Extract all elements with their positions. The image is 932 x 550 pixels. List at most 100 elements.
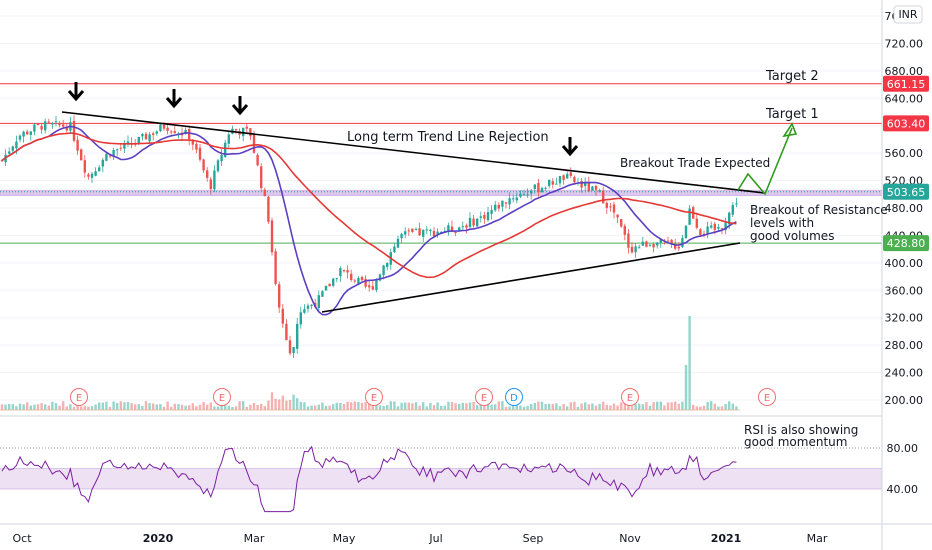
down-arrow-head (561, 145, 579, 157)
volume-bar (130, 403, 133, 410)
volume-bar (54, 403, 58, 410)
volume-bar (342, 403, 346, 410)
candle-body (540, 188, 544, 193)
candle-body (584, 182, 587, 187)
candle-body (724, 222, 727, 231)
volume-bar (94, 404, 97, 410)
candle-body (483, 214, 486, 219)
volume-bar (249, 404, 252, 410)
candle-body (112, 150, 115, 157)
volume-bar (220, 403, 223, 410)
target1-label: Target 1 (765, 107, 819, 122)
candle-body (504, 202, 508, 204)
candle-body (324, 285, 328, 291)
volume-bar (234, 406, 238, 410)
volume-bar (101, 402, 104, 410)
volume-bar (515, 405, 518, 410)
candle-body (346, 270, 349, 273)
candle-body (717, 226, 720, 229)
price-badge (883, 75, 929, 92)
candle-body (371, 286, 374, 290)
volume-bar (508, 406, 511, 410)
candle-body (648, 244, 652, 246)
volume-bar (688, 316, 691, 410)
candle-body (108, 155, 112, 157)
volume-bar (641, 404, 644, 410)
volume-bar (544, 403, 547, 410)
rsi-line (1, 445, 737, 513)
volume-bar (612, 403, 616, 410)
volume-bar (490, 404, 493, 410)
candle-body (328, 283, 331, 287)
volume-bar (623, 402, 626, 410)
candle-body (461, 226, 464, 228)
volume-bar (11, 404, 14, 410)
volume-bar (371, 404, 374, 410)
event-marker (213, 388, 231, 406)
volume-bar (436, 402, 439, 410)
candle-body (418, 228, 421, 236)
candle-body (188, 128, 191, 140)
volume-bar (126, 402, 130, 410)
volume-bar (51, 401, 54, 410)
volume-bar (267, 400, 270, 410)
volume-bar (479, 402, 482, 410)
volume-bar (58, 405, 61, 410)
volume-bar (296, 398, 299, 410)
rsi-label-line1: RSI is also showing (744, 423, 858, 437)
candle-body (47, 121, 50, 123)
volume-bar (148, 403, 151, 410)
candle-body (501, 200, 504, 207)
volume-bar (335, 402, 338, 410)
volume-bar (72, 406, 76, 410)
currency-label: INR (898, 8, 917, 21)
currency-button[interactable] (893, 5, 923, 24)
volume-bar (112, 401, 115, 410)
candle-body (681, 237, 684, 248)
volume-bar (386, 405, 389, 410)
candle-body (270, 220, 274, 253)
volume-bar (634, 404, 637, 410)
rsi-band (0, 468, 882, 489)
volume-bar (242, 401, 245, 410)
candle-body (688, 208, 691, 225)
volume-bar (562, 404, 565, 410)
candle-body (490, 209, 493, 214)
candle-body (119, 147, 122, 149)
candle-body (562, 175, 565, 181)
volume-bar (357, 402, 360, 410)
candle-body (58, 123, 61, 126)
price-badge-label: 428.80 (887, 237, 926, 250)
volume-bar (702, 405, 706, 410)
volume-bar (677, 403, 680, 410)
y-tick-label: 720.00 (885, 37, 924, 50)
candle-body (126, 141, 130, 144)
volume-bar (346, 401, 349, 410)
candle-body (357, 278, 360, 284)
resistance-label-line3: good volumes (750, 229, 834, 243)
volume-bar (566, 406, 569, 410)
volume-bar (252, 402, 256, 410)
candle-body (245, 126, 248, 129)
y-tick-label: 240.00 (885, 367, 924, 380)
volume-bar (173, 403, 176, 410)
volume-bar (717, 406, 720, 410)
volume-bar (292, 394, 295, 410)
candle-body (350, 273, 353, 280)
candle-body (454, 232, 457, 234)
candle-body (479, 216, 482, 218)
volume-bar (638, 403, 641, 410)
candle-body (407, 230, 410, 232)
candle-body (710, 225, 713, 228)
event-marker-label: E (371, 393, 377, 404)
volume-bar (98, 402, 101, 410)
volume-bar (382, 405, 385, 410)
volume-bar (285, 400, 288, 410)
candle-body (476, 218, 479, 227)
candle-body (551, 181, 554, 185)
candle-body (699, 229, 702, 236)
candle-body (620, 219, 623, 227)
candle-body (447, 225, 450, 232)
candle-body (342, 270, 346, 272)
